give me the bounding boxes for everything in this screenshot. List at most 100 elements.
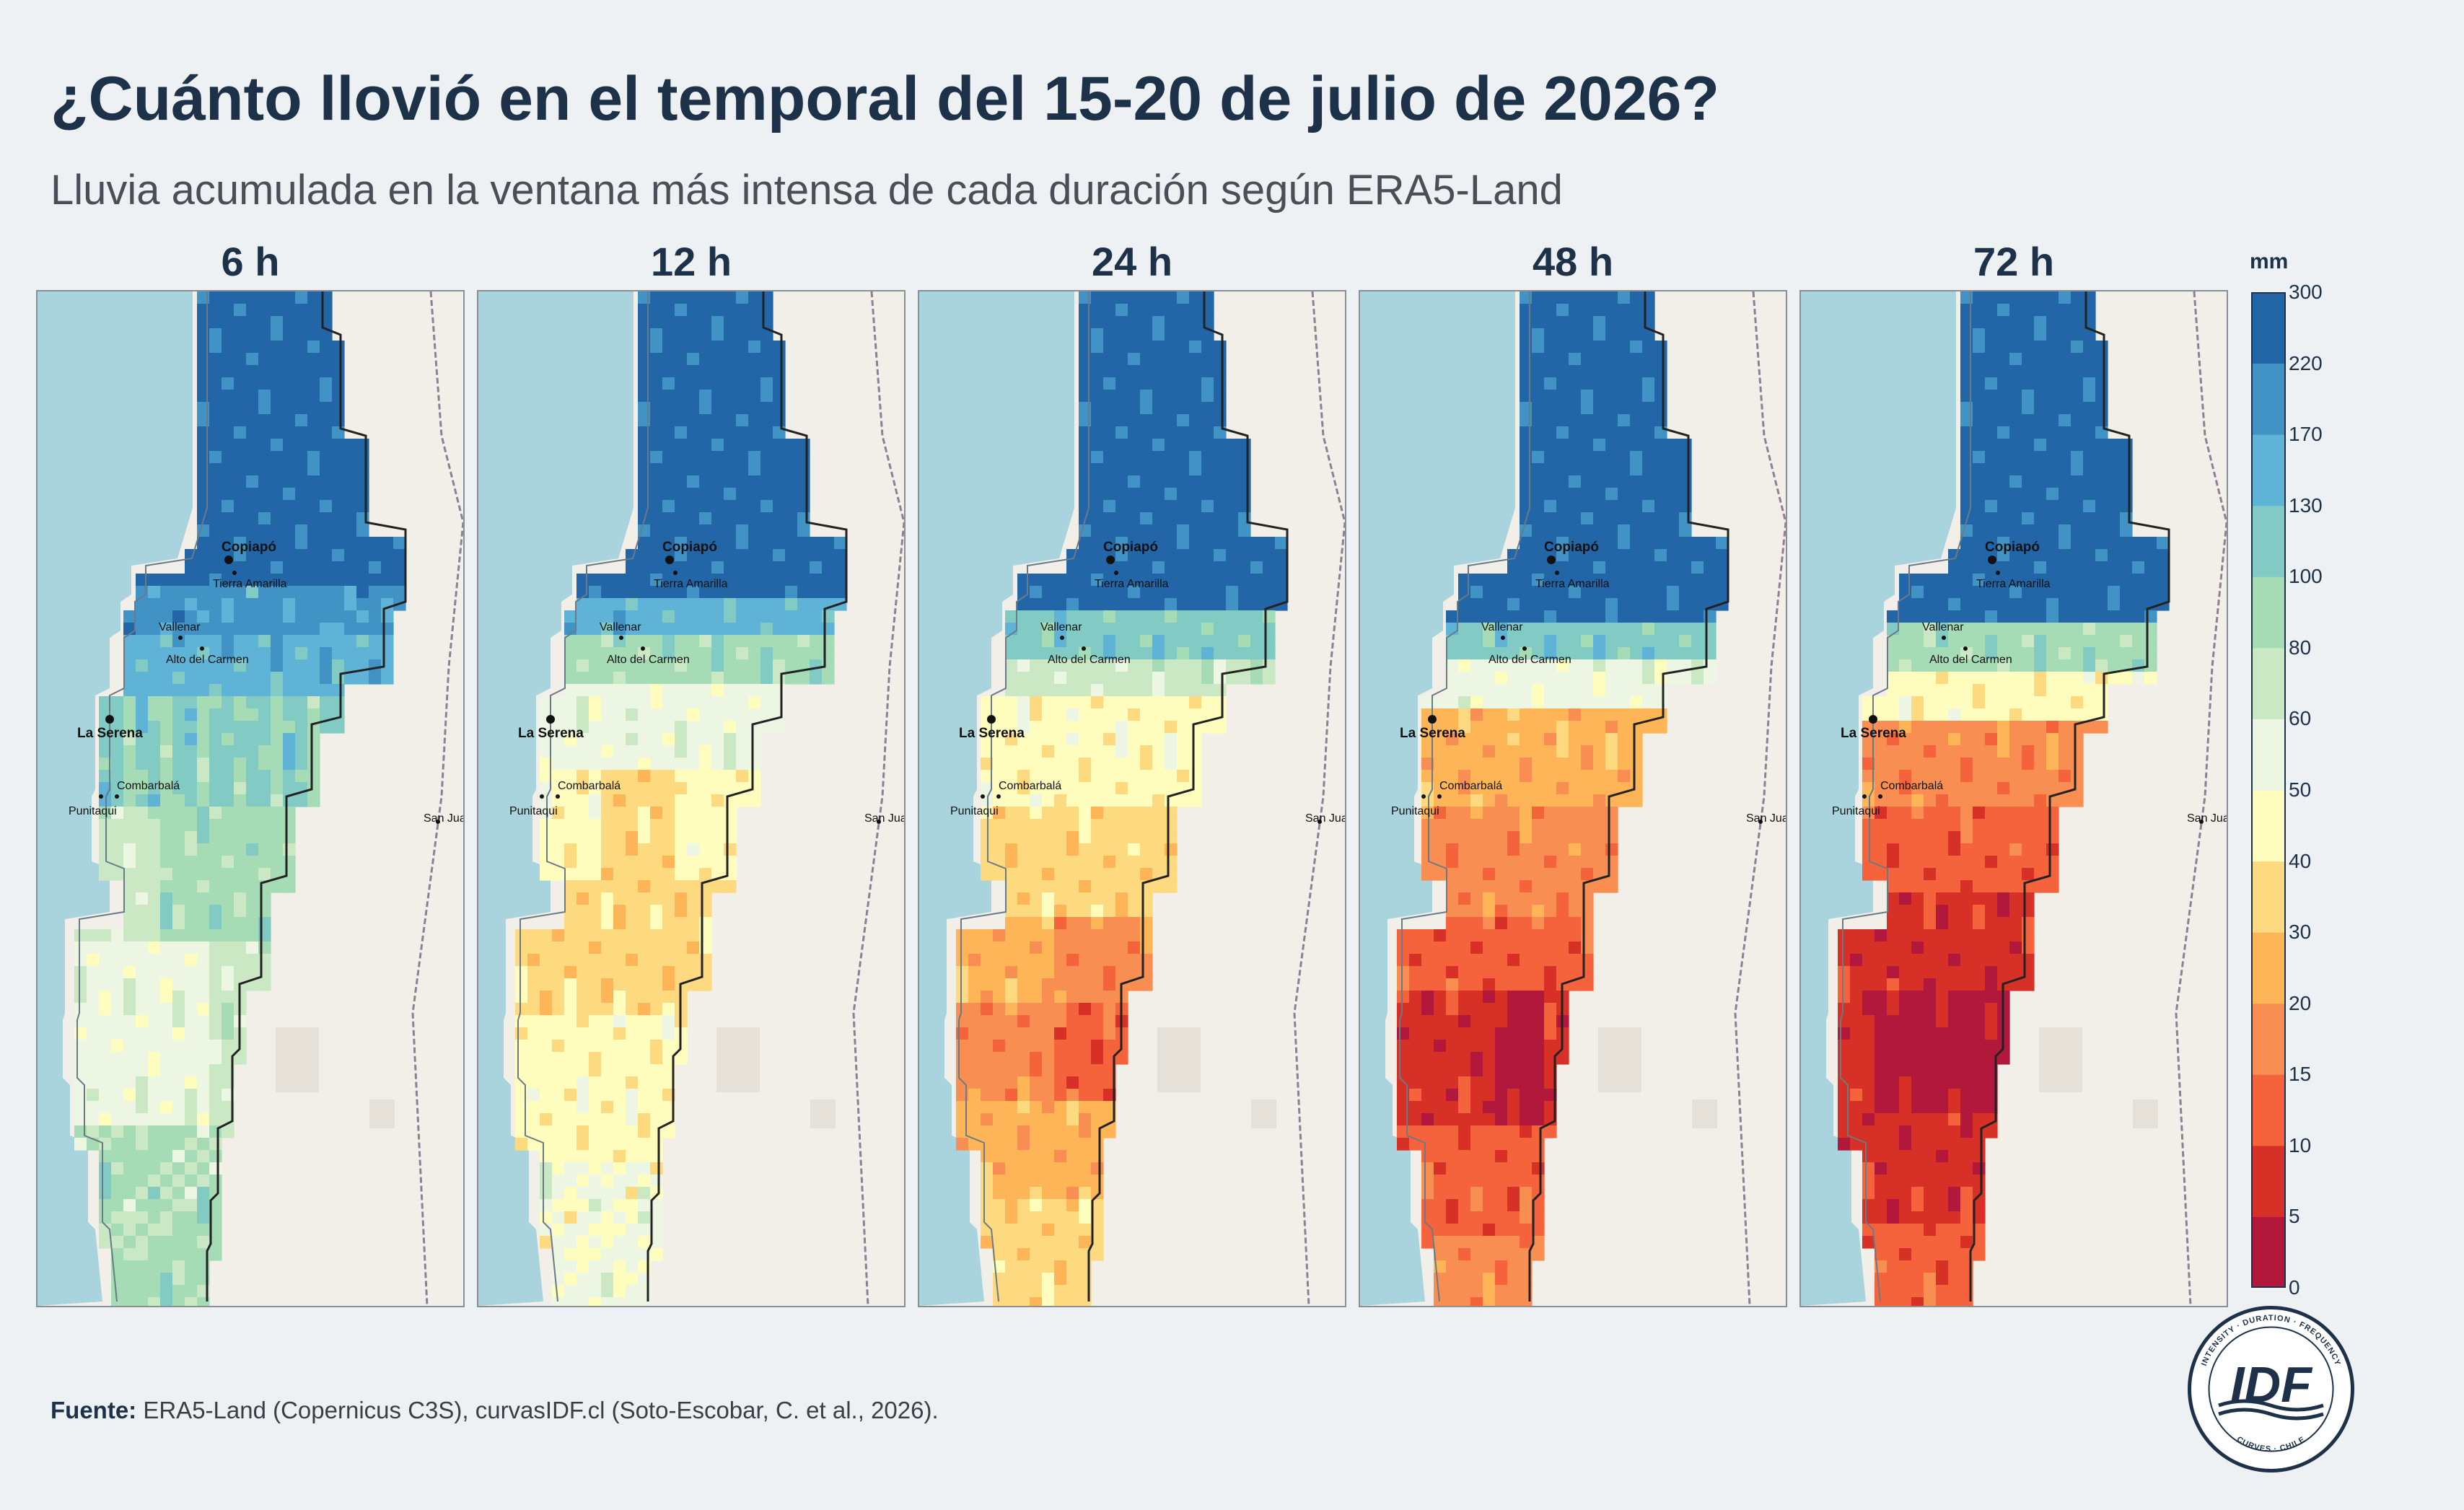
colorbar-tick-label: 5: [2289, 1205, 2300, 1228]
ocean: [478, 291, 648, 1306]
place-marker: [1942, 636, 1946, 640]
colorbar-tick-label: 300: [2289, 281, 2323, 303]
place-label: Punitaqui: [69, 805, 117, 817]
panel-title-48h: 48 h: [1532, 239, 1614, 284]
place-label: Punitaqui: [1391, 805, 1439, 817]
place-label: Tierra Amarilla: [213, 578, 287, 590]
place-marker: [1869, 715, 1877, 724]
ocean: [38, 291, 207, 1306]
place-label: La Serena: [77, 726, 143, 741]
place-label: Tierra Amarilla: [1535, 578, 1610, 590]
place-label: Alto del Carmen: [1048, 654, 1131, 666]
place-label: Combarbalá: [1439, 780, 1502, 792]
international-border: [2175, 291, 2227, 1306]
place-label: San Juan: [864, 812, 904, 825]
region-border: [206, 291, 407, 1302]
place-marker: [1114, 571, 1118, 575]
place-label: Alto del Carmen: [1489, 654, 1571, 666]
place-marker: [981, 794, 985, 799]
place-marker: [1428, 715, 1437, 724]
precip-grid: [1397, 291, 1729, 1306]
place-label: La Serena: [959, 726, 1025, 741]
place-label: Punitaqui: [509, 805, 558, 817]
place-marker: [224, 556, 233, 564]
coastline: [517, 291, 649, 1302]
place-label: Copiapó: [1985, 540, 2040, 555]
map-panel-6h: Copiapó Tierra Amarilla Vallenar Alto del C…: [36, 290, 465, 1307]
place-label: Vallenar: [1922, 621, 1964, 633]
colorbar-bin: [2251, 363, 2286, 435]
place-label: Alto del Carmen: [166, 654, 249, 666]
place-marker: [1501, 636, 1505, 640]
place-label: Combarbalá: [1880, 780, 1943, 792]
region-border: [646, 291, 848, 1302]
colorbar: [2251, 292, 2286, 1288]
place-marker: [2199, 820, 2204, 824]
place-label: Alto del Carmen: [1929, 654, 2012, 666]
colorbar-bin: [2251, 505, 2286, 577]
place-label: Copiapó: [1544, 540, 1599, 555]
place-marker: [115, 794, 119, 799]
place-marker: [436, 820, 440, 824]
place-label: Combarbalá: [999, 780, 1061, 792]
colorbar-tick-label: 20: [2289, 991, 2312, 1014]
colorbar-unit: mm: [2250, 250, 2289, 273]
region-border: [1528, 291, 1729, 1302]
place-label: Tierra Amarilla: [1976, 578, 2051, 590]
place-marker: [1878, 794, 1882, 799]
international-border: [1293, 291, 1345, 1306]
colorbar-tick-label: 80: [2289, 636, 2312, 659]
place-marker: [546, 715, 555, 724]
colorbar-tick-label: 130: [2289, 493, 2323, 517]
place-marker: [1555, 571, 1559, 575]
map-panel-12h: Copiapó Tierra Amarilla Vallenar Alto del C…: [477, 290, 906, 1307]
place-label: La Serena: [1841, 726, 1906, 741]
place-marker: [178, 636, 183, 640]
place-label: San Juan: [2187, 812, 2227, 825]
colorbar-bin: [2251, 1074, 2286, 1146]
colorbar-bin: [2251, 647, 2286, 719]
colorbar-tick-label: 30: [2289, 921, 2312, 944]
colorbar-bin: [2251, 434, 2286, 506]
idf-logo: INTENSITY · DURATION · FREQUENCY CURVES …: [2188, 1306, 2354, 1472]
source-label: Fuente:: [51, 1397, 137, 1423]
logo-text: IDF: [2230, 1356, 2313, 1413]
place-marker: [200, 646, 204, 651]
place-label: Vallenar: [1481, 621, 1523, 633]
place-label: La Serena: [518, 726, 584, 741]
colorbar-bin: [2251, 1003, 2286, 1075]
colorbar-tick-label: 40: [2289, 849, 2312, 872]
map-panel-24h: Copiapó Tierra Amarilla Vallenar Alto del C…: [918, 290, 1346, 1307]
place-label: Combarbalá: [117, 780, 180, 792]
place-label: Copiapó: [1103, 540, 1158, 555]
place-marker: [665, 556, 674, 564]
place-label: Copiapó: [222, 540, 276, 555]
colorbar-bin: [2251, 861, 2286, 933]
colorbar-tick-label: 60: [2289, 707, 2312, 730]
page-title: ¿Cuánto llovió en el temporal del 15-20 …: [51, 64, 1720, 133]
place-label: Tierra Amarilla: [654, 578, 728, 590]
colorbar-bin: [2251, 292, 2286, 364]
coastline: [958, 291, 1089, 1302]
region-border: [1969, 291, 2170, 1302]
colorbar-tick-label: 100: [2289, 565, 2323, 588]
place-label: Alto del Carmen: [607, 654, 690, 666]
place-label: Vallenar: [600, 621, 641, 633]
place-marker: [1963, 646, 1968, 651]
colorbar-tick-label: 10: [2289, 1133, 2312, 1156]
colorbar-tick-label: 220: [2289, 351, 2323, 374]
place-marker: [1758, 820, 1763, 824]
place-marker: [673, 571, 678, 575]
place-label: Vallenar: [159, 621, 201, 633]
place-label: Punitaqui: [950, 805, 999, 817]
place-marker: [1318, 820, 1322, 824]
place-label: San Juan: [1305, 812, 1345, 825]
panel-title-24h: 24 h: [1091, 239, 1173, 284]
ocean: [1360, 291, 1530, 1306]
colorbar-bin: [2251, 576, 2286, 649]
panel-title-12h: 12 h: [650, 239, 732, 284]
place-marker: [1421, 794, 1426, 799]
place-marker: [996, 794, 1001, 799]
place-label: San Juan: [424, 812, 463, 825]
region-border: [1087, 291, 1289, 1302]
